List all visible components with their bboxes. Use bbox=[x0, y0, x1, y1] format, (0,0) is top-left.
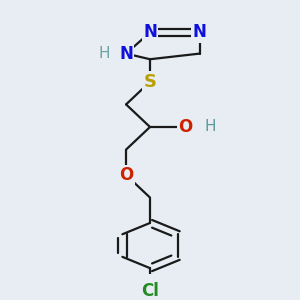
Text: S: S bbox=[143, 73, 157, 91]
Text: O: O bbox=[178, 118, 192, 136]
Text: Cl: Cl bbox=[141, 282, 159, 300]
Text: N: N bbox=[193, 23, 207, 41]
Text: N: N bbox=[143, 23, 157, 41]
Text: H: H bbox=[205, 119, 217, 134]
Text: N: N bbox=[119, 45, 133, 63]
Text: O: O bbox=[119, 166, 133, 184]
Text: H: H bbox=[98, 46, 110, 61]
